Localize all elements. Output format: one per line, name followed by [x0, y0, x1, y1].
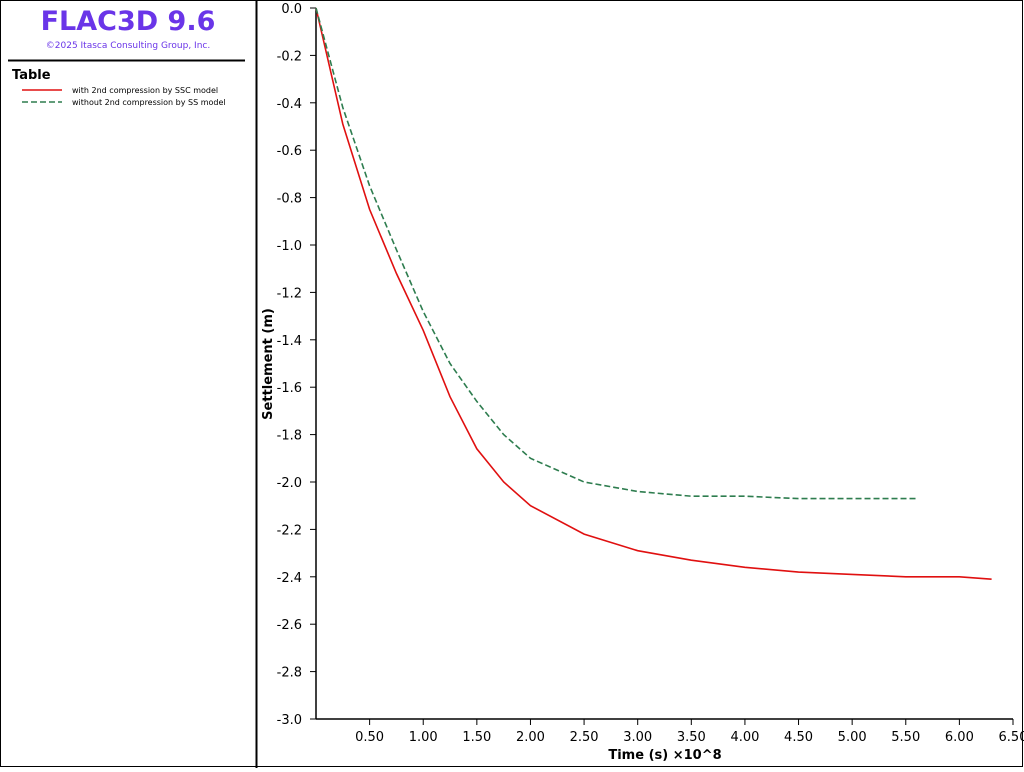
legend-title: Table — [12, 68, 51, 83]
x-tick-label: 1.50 — [462, 730, 491, 745]
legend-label: with 2nd compression by SSC model — [72, 86, 218, 95]
x-tick-label: 3.00 — [623, 730, 652, 745]
y-tick-label: -0.8 — [277, 192, 302, 207]
series-line — [315, 7, 992, 580]
x-tick-label: 0.50 — [355, 730, 384, 745]
y-axis-label: Settlement (m) — [261, 308, 276, 420]
x-tick-label: 4.00 — [730, 730, 759, 745]
x-tick-label: 2.00 — [516, 730, 545, 745]
x-tick-label: 5.00 — [838, 730, 867, 745]
x-tick-label: 6.00 — [945, 730, 974, 745]
y-tick-label: -1.4 — [277, 334, 302, 349]
x-axis-label: Time (s) ×10^8 — [608, 748, 721, 763]
series-line — [315, 7, 917, 500]
x-tick-label: 1.00 — [409, 730, 438, 745]
x-tick-label: 2.50 — [570, 730, 599, 745]
y-tick-label: -0.6 — [277, 144, 302, 159]
y-tick-label: -1.8 — [277, 429, 302, 444]
x-tick-label: 4.50 — [784, 730, 813, 745]
y-tick-label: -2.2 — [277, 523, 302, 538]
y-tick-label: -2.8 — [277, 666, 302, 681]
copyright: ©2025 Itasca Consulting Group, Inc. — [46, 41, 210, 51]
y-tick-label: -2.0 — [277, 476, 302, 491]
y-tick-label: -2.4 — [277, 571, 302, 586]
y-tick-label: -1.2 — [277, 286, 302, 301]
y-tick-label: -2.6 — [277, 618, 302, 633]
y-tick-label: 0.0 — [281, 2, 302, 17]
x-tick-label: 5.50 — [891, 730, 920, 745]
x-tick-label: 3.50 — [677, 730, 706, 745]
app-title: FLAC3D 9.6 — [41, 6, 216, 37]
y-tick-label: -0.4 — [277, 97, 302, 112]
legend-label: without 2nd compression by SS model — [72, 98, 226, 107]
y-tick-label: -0.2 — [277, 49, 302, 64]
y-tick-label: -1.6 — [277, 381, 302, 396]
y-tick-label: -1.0 — [277, 239, 302, 254]
x-tick-label: 6.50 — [999, 730, 1024, 745]
y-tick-label: -3.0 — [277, 713, 302, 728]
